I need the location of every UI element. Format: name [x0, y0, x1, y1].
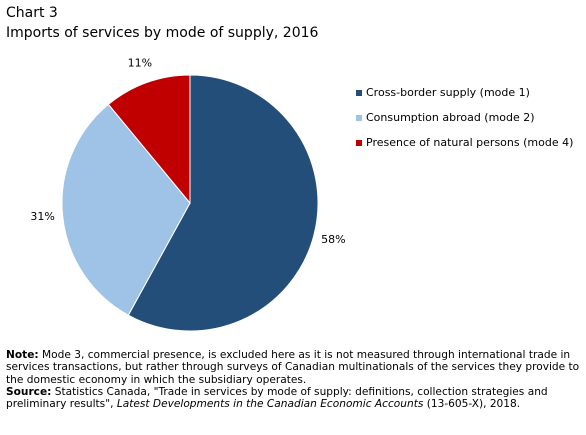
legend-swatch [356, 90, 362, 96]
legend-label: Consumption abroad (mode 2) [366, 111, 535, 124]
note-label: Note: [6, 349, 39, 361]
source-label: Source: [6, 385, 52, 398]
note: Note: Mode 3, commercial presence, is ex… [6, 349, 582, 386]
legend-label: Cross-border supply (mode 1) [366, 86, 530, 99]
legend-label: Presence of natural persons (mode 4) [366, 136, 573, 149]
source-text: (13-605-X), 2018. [423, 398, 521, 411]
pie-slice [127, 74, 319, 332]
pie-slice [61, 103, 191, 316]
chart: Chart 3 Imports of services by mode of s… [6, 5, 573, 332]
legend-swatch [356, 115, 362, 121]
chart-title: Chart 3 [6, 5, 58, 21]
source-text: Statistics Canada, "Trade in services by… [6, 385, 548, 411]
legend-swatch [356, 140, 362, 146]
data-label: 11% [128, 57, 152, 70]
chart-subtitle: Imports of services by mode of supply, 2… [6, 25, 319, 41]
source: Source: Statistics Canada, "Trade in ser… [6, 386, 582, 411]
pie-slice [107, 74, 191, 205]
footnotes: Note: Mode 3, commercial presence, is ex… [6, 349, 582, 410]
data-label: 31% [30, 210, 54, 223]
data-label: 58% [321, 233, 345, 246]
note-text: Mode 3, commercial presence, is excluded… [6, 349, 580, 386]
source-publication: Latest Developments in the Canadian Econ… [116, 398, 424, 411]
